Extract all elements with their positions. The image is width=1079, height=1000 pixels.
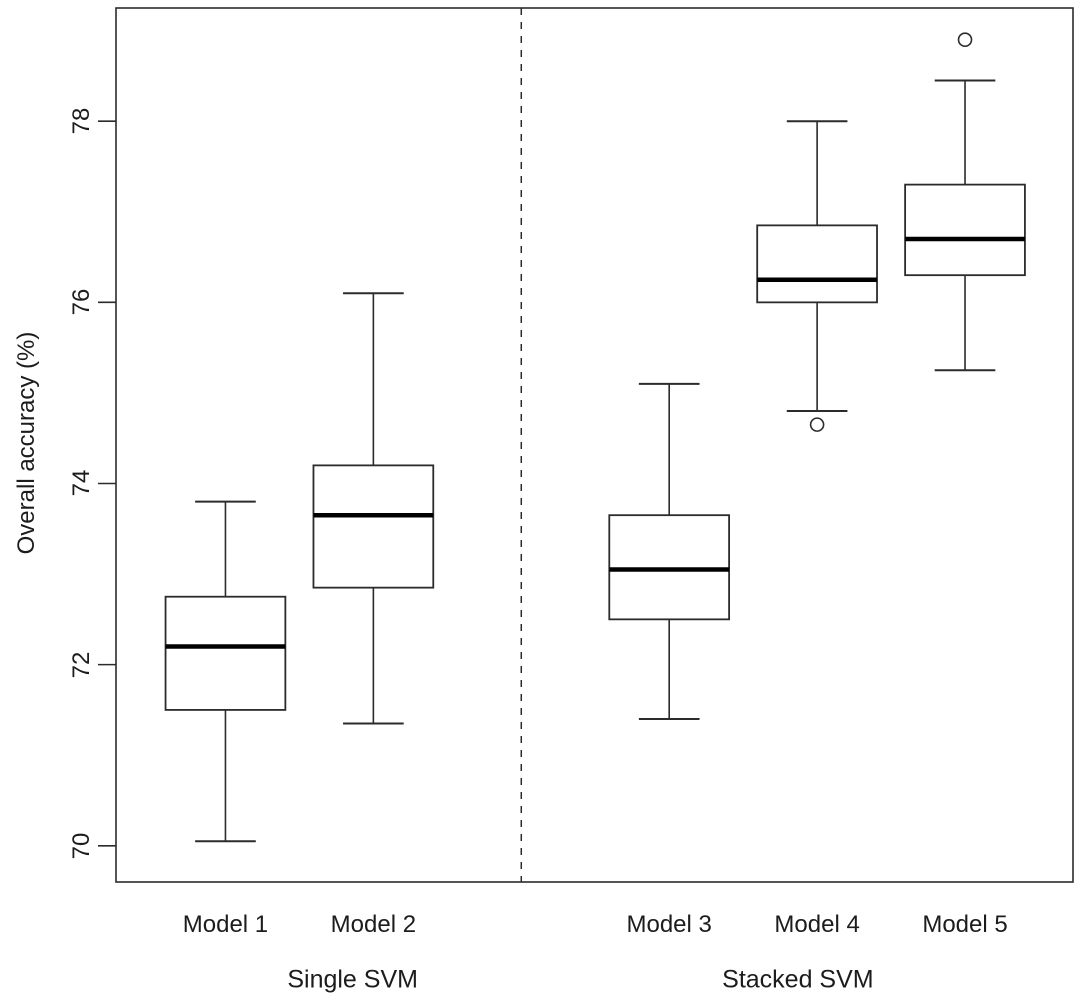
boxplot-model-5 bbox=[904, 32, 1026, 372]
boxplot-model-3 bbox=[608, 382, 731, 720]
y-axis-title: Overall accuracy (%) bbox=[13, 331, 40, 555]
y-tick-label: 72 bbox=[68, 651, 95, 678]
x-category-label-model-3: Model 3 bbox=[626, 911, 712, 938]
iqr-box bbox=[164, 595, 287, 711]
x-category-label-model-2: Model 2 bbox=[330, 911, 417, 938]
y-tick-label: 76 bbox=[68, 288, 95, 316]
boxplot-model-1 bbox=[164, 500, 287, 843]
iqr-box bbox=[756, 224, 878, 304]
x-category-label-model-4: Model 4 bbox=[774, 911, 860, 938]
x-category-label-model-5: Model 5 bbox=[922, 911, 1008, 938]
x-category-label-model-1: Model 1 bbox=[182, 911, 269, 938]
outlier-point bbox=[957, 32, 973, 47]
iqr-box bbox=[904, 183, 1026, 277]
y-tick-label: 74 bbox=[68, 470, 95, 497]
y-tick-label: 70 bbox=[68, 832, 95, 860]
plot-border bbox=[115, 7, 1074, 883]
x-group-label-single-svm: Single SVM bbox=[287, 965, 418, 994]
outlier-point bbox=[809, 417, 825, 432]
y-tick-label: 78 bbox=[68, 107, 95, 135]
boxplot-model-2 bbox=[312, 292, 435, 725]
iqr-box bbox=[312, 464, 435, 589]
x-group-label-stacked-svm: Stacked SVM bbox=[722, 965, 874, 994]
iqr-box bbox=[608, 514, 731, 621]
boxplot-model-4 bbox=[756, 120, 878, 432]
